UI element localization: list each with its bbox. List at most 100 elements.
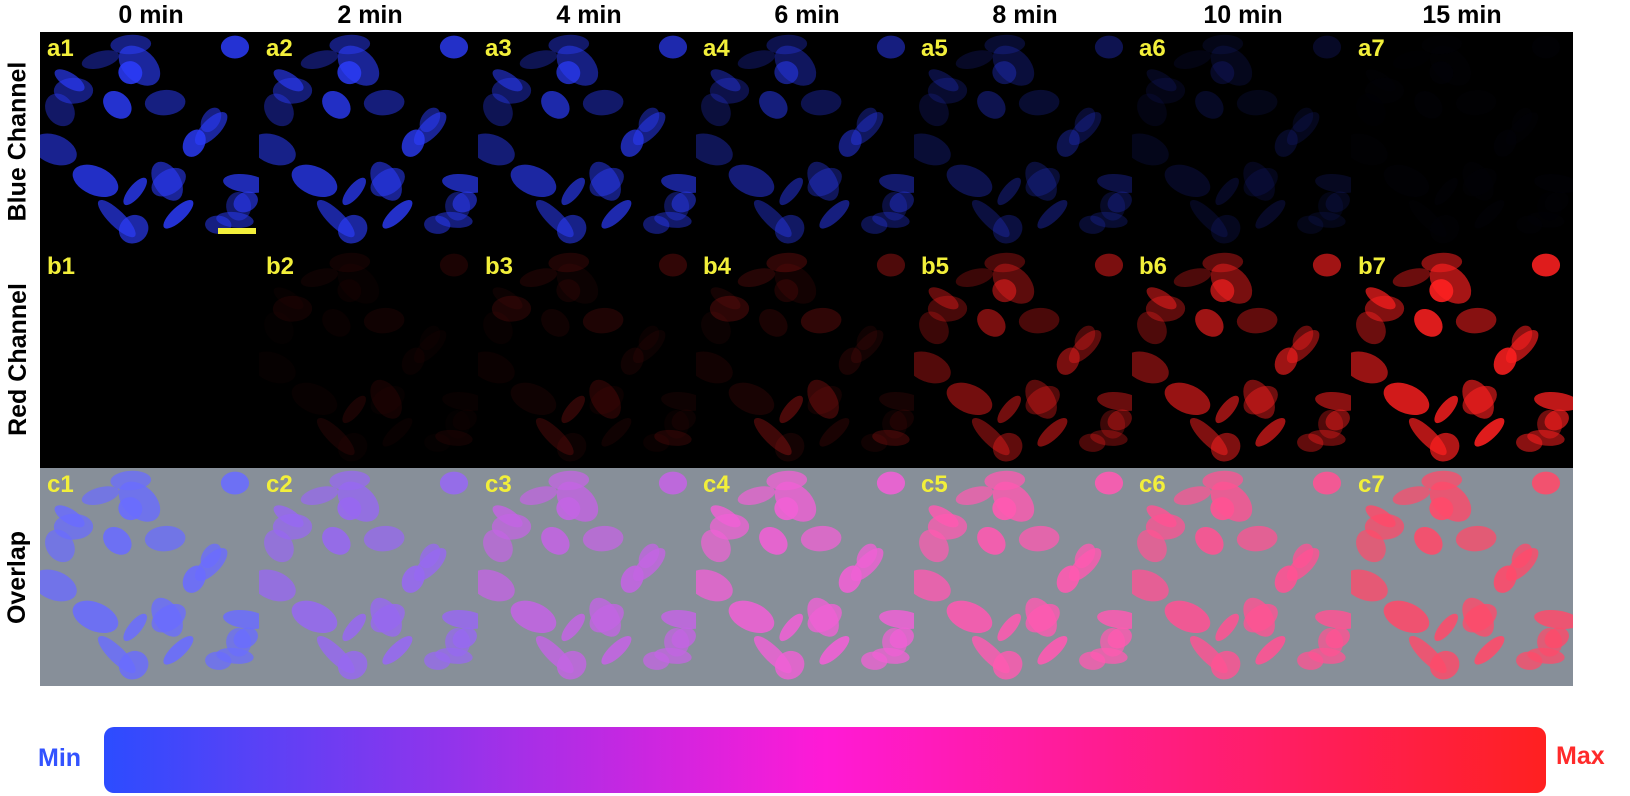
cell-blob bbox=[259, 569, 296, 602]
cell-blob bbox=[800, 89, 842, 116]
cell-blob bbox=[1532, 36, 1560, 59]
micrograph-image bbox=[1132, 34, 1354, 244]
cell-blob bbox=[654, 429, 692, 446]
cell-blob bbox=[1455, 307, 1497, 334]
micrograph-image bbox=[272, 252, 481, 456]
cell-blob bbox=[1297, 651, 1324, 670]
cell-blob bbox=[223, 174, 262, 194]
cell-blob bbox=[879, 174, 918, 194]
cell-blob bbox=[337, 650, 368, 680]
cell-blob bbox=[45, 93, 75, 127]
cell-blob bbox=[1308, 211, 1346, 228]
cell-blob bbox=[779, 177, 803, 206]
micrograph-image bbox=[914, 468, 1136, 686]
cell-blob bbox=[103, 526, 132, 555]
cell-blob bbox=[1202, 34, 1244, 55]
cell-blob bbox=[363, 89, 405, 116]
time-header-1: 2 min bbox=[337, 1, 403, 29]
cell-blob bbox=[40, 133, 77, 166]
cell-blob bbox=[556, 61, 581, 85]
cell-blob bbox=[1094, 253, 1124, 277]
cell-blob bbox=[696, 133, 733, 166]
cell-blob bbox=[519, 486, 558, 505]
micrograph-panel-b6: b6 bbox=[1132, 250, 1354, 468]
panel-label: c7 bbox=[1358, 471, 1385, 498]
cell-blob bbox=[1210, 61, 1235, 85]
intensity-colorbar bbox=[104, 727, 1546, 793]
cell-blob bbox=[710, 287, 741, 310]
cell-blob bbox=[759, 90, 788, 119]
cell-blob bbox=[441, 389, 481, 413]
cell-blob bbox=[1255, 636, 1286, 665]
cell-blob bbox=[1474, 418, 1505, 447]
cell-blob bbox=[264, 529, 294, 563]
panel-label: a5 bbox=[921, 35, 948, 62]
cell-blob bbox=[1325, 627, 1350, 649]
cell-blob bbox=[337, 61, 362, 85]
cell-blob bbox=[661, 174, 700, 194]
cell-blob bbox=[300, 486, 339, 505]
cell-blob bbox=[1107, 191, 1132, 213]
cell-blob bbox=[1308, 429, 1346, 446]
cell-blob bbox=[946, 600, 993, 634]
cell-blob bbox=[819, 636, 850, 665]
cell-blob bbox=[1315, 610, 1354, 630]
cell-blob bbox=[510, 164, 557, 198]
cell-blob bbox=[1351, 569, 1388, 602]
cell-blob bbox=[928, 287, 959, 310]
cell-blob bbox=[317, 303, 357, 342]
micrograph-image bbox=[259, 34, 481, 244]
cell-blob bbox=[1079, 215, 1106, 234]
cell-blob bbox=[556, 650, 587, 680]
cell-blob bbox=[838, 129, 862, 157]
cell-blob bbox=[589, 603, 624, 633]
cell-blob bbox=[329, 470, 371, 491]
cell-blob bbox=[548, 252, 590, 273]
row-label: Red Channel bbox=[3, 282, 32, 436]
cell-blob bbox=[955, 50, 994, 69]
cell-blob bbox=[1236, 89, 1278, 116]
cell-blob bbox=[1255, 200, 1286, 229]
cell-blob bbox=[144, 89, 186, 116]
cell-blob bbox=[220, 471, 250, 495]
cell-blob bbox=[914, 351, 951, 384]
cell-blob bbox=[1544, 409, 1569, 431]
cell-blob bbox=[556, 214, 587, 244]
cell-blob bbox=[1056, 347, 1080, 375]
cell-blob bbox=[1094, 35, 1124, 59]
cell-blob bbox=[1025, 385, 1060, 415]
cell-blob bbox=[1292, 107, 1314, 133]
cell-blob bbox=[273, 69, 304, 92]
micrograph-panel-a1: a1 bbox=[40, 32, 262, 250]
cell-blob bbox=[1164, 164, 1211, 198]
cell-blob bbox=[1429, 497, 1454, 521]
cell-blob bbox=[1243, 161, 1275, 201]
cell-blob bbox=[1137, 93, 1167, 127]
cell-blob bbox=[1297, 215, 1324, 234]
cell-blob bbox=[1383, 382, 1430, 416]
cell-blob bbox=[1236, 525, 1278, 552]
micrograph-image bbox=[478, 34, 700, 244]
cell-blob bbox=[233, 627, 258, 649]
time-header-5: 10 min bbox=[1203, 1, 1283, 29]
cell-blob bbox=[329, 252, 371, 273]
cell-blob bbox=[919, 311, 949, 345]
cell-blob bbox=[424, 215, 451, 234]
cell-blob bbox=[424, 651, 451, 670]
cell-blob bbox=[919, 529, 949, 563]
micrograph-panel-c5: c5 bbox=[914, 468, 1136, 686]
cell-blob bbox=[861, 651, 888, 670]
cell-blob bbox=[1286, 112, 1320, 146]
micrograph-image bbox=[1351, 32, 1573, 250]
cell-blob bbox=[861, 215, 888, 234]
cell-blob bbox=[582, 307, 624, 334]
cell-blob bbox=[541, 526, 570, 555]
cell-blob bbox=[118, 214, 149, 244]
cell-blob bbox=[492, 69, 523, 92]
cell-blob bbox=[435, 211, 473, 228]
cell-blob bbox=[997, 613, 1021, 642]
time-header-3: 6 min bbox=[774, 1, 840, 29]
cell-blob bbox=[807, 603, 842, 633]
cell-blob bbox=[561, 395, 585, 424]
cell-blob bbox=[889, 627, 914, 649]
